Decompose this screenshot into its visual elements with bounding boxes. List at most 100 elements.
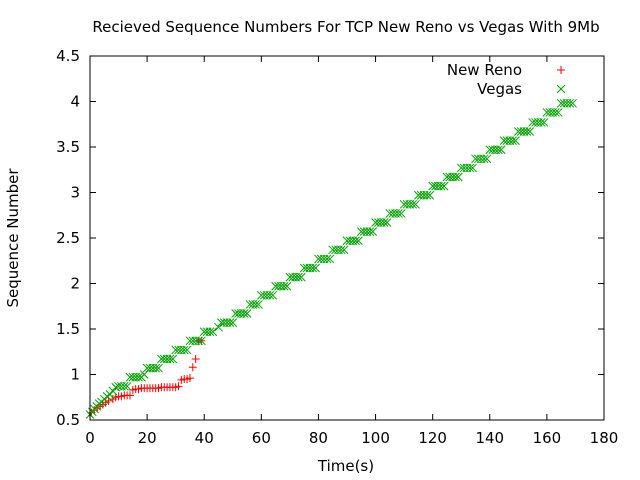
vegas-point: [108, 386, 118, 396]
new-reno-point: [174, 382, 183, 391]
vegas-point: [294, 272, 303, 282]
x-tick-label: 140: [475, 429, 504, 447]
axis-ticks: [89, 55, 605, 421]
vegas-point: [282, 281, 292, 291]
vegas-point: [508, 136, 517, 145]
vegas-series: [85, 98, 577, 419]
y-tick-label: 4: [70, 93, 80, 111]
y-tick-label: 4.5: [56, 47, 80, 65]
vegas-point: [394, 209, 403, 218]
legend-marker: [556, 84, 566, 94]
vegas-point: [151, 363, 161, 373]
vegas-point: [379, 218, 389, 227]
vegas-point: [551, 108, 560, 117]
vegas-point: [154, 363, 163, 373]
vegas-point: [251, 300, 260, 309]
x-tick-label: 20: [138, 429, 157, 447]
vegas-point: [511, 136, 520, 145]
x-tick-label: 60: [252, 429, 271, 447]
vegas-point: [279, 281, 289, 291]
vegas-point: [336, 245, 346, 255]
vegas-point: [479, 154, 489, 164]
vegas-point: [205, 327, 215, 337]
vegas-point: [228, 318, 238, 327]
vegas-point: [254, 300, 263, 309]
x-axis-label: Time(s): [317, 457, 374, 475]
y-tick-label: 1.5: [56, 320, 80, 338]
vegas-point: [536, 118, 546, 127]
vegas-point: [122, 381, 132, 391]
y-tick-label: 2: [70, 275, 80, 293]
legend-label: Vegas: [477, 80, 522, 98]
vegas-point: [242, 309, 252, 318]
y-tick-label: 3: [70, 184, 80, 202]
vegas-point: [179, 345, 189, 355]
new-reno-point: [188, 363, 197, 372]
vegas-point: [539, 118, 549, 127]
vegas-point: [197, 336, 206, 346]
vegas-point: [465, 163, 475, 173]
vegas-point: [368, 227, 378, 236]
vegas-point: [553, 108, 563, 117]
vegas-point: [425, 190, 435, 200]
new-reno-point: [185, 374, 194, 383]
x-tick-label: 100: [361, 429, 390, 447]
vegas-point: [365, 227, 375, 236]
y-axis-label: Sequence Number: [4, 168, 22, 308]
vegas-point: [296, 272, 306, 282]
vegas-point: [422, 190, 432, 200]
y-tick-label: 2.5: [56, 229, 80, 247]
vegas-point: [225, 318, 235, 327]
vegas-point: [522, 127, 532, 136]
vegas-point: [308, 263, 318, 273]
vegas-point: [382, 218, 392, 227]
y-axis-tick-labels: 0.5 1 1.5 2 2.5 3 3.5 4 4.5: [56, 47, 80, 429]
vegas-point: [214, 322, 223, 332]
x-axis-tick-labels: 0 20 40 60 80 100 120 140 160 180: [85, 429, 618, 447]
vegas-point: [239, 309, 249, 318]
x-tick-label: 40: [195, 429, 214, 447]
vegas-point: [339, 245, 349, 255]
vegas-point: [568, 98, 577, 108]
vegas-point: [194, 336, 203, 346]
vegas-point: [268, 290, 278, 300]
x-tick-label: 160: [533, 429, 562, 447]
y-tick-label: 1: [70, 366, 80, 384]
vegas-point: [525, 127, 535, 136]
vegas-point: [439, 181, 449, 191]
vegas-point: [454, 172, 463, 182]
vegas-point: [396, 209, 406, 218]
x-tick-label: 0: [85, 429, 95, 447]
vegas-point: [493, 145, 503, 155]
vegas-point: [265, 290, 275, 300]
vegas-point: [436, 181, 446, 191]
x-tick-label: 180: [590, 429, 619, 447]
legend-label: New Reno: [447, 61, 522, 79]
vegas-point: [311, 263, 320, 273]
vegas-point: [482, 154, 492, 164]
vegas-point: [496, 145, 506, 155]
x-tick-label: 120: [418, 429, 447, 447]
legend-marker: [557, 66, 565, 74]
y-tick-label: 0.5: [56, 411, 80, 429]
vegas-point: [451, 172, 460, 182]
vegas-point: [111, 382, 121, 392]
vegas-point: [168, 354, 178, 364]
vegas-point: [105, 390, 115, 399]
vegas-point: [165, 354, 175, 364]
vegas-point: [322, 254, 332, 264]
new-reno-point: [191, 355, 200, 364]
vegas-point: [411, 199, 420, 209]
vegas-point: [354, 236, 363, 246]
x-tick-label: 80: [309, 429, 328, 447]
vegas-point: [565, 98, 575, 108]
vegas-point: [325, 254, 335, 264]
vegas-point: [351, 236, 360, 246]
vegas-point: [182, 345, 192, 355]
vegas-point: [408, 199, 418, 209]
y-tick-label: 3.5: [56, 138, 80, 156]
vegas-point: [134, 372, 143, 382]
new-reno-point: [125, 391, 134, 400]
